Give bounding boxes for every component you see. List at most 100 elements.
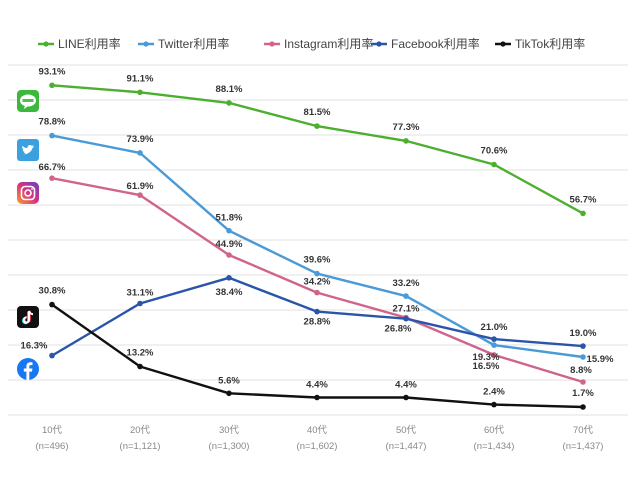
data-point	[314, 289, 320, 296]
data-point	[403, 293, 409, 299]
data-label: 8.8%	[570, 365, 592, 376]
data-point	[403, 138, 409, 144]
data-point	[580, 354, 586, 360]
data-point	[580, 343, 586, 349]
series-group	[49, 82, 586, 217]
x-tick-sublabel: (n=1,121)	[120, 441, 161, 452]
data-label: 4.4%	[395, 380, 417, 391]
facebook-icon	[17, 358, 39, 380]
data-label: 16.3%	[21, 341, 48, 352]
data-point	[314, 308, 320, 315]
data-point	[491, 342, 497, 348]
legend-swatch-marker	[376, 41, 382, 47]
data-point	[580, 404, 586, 410]
data-point	[137, 89, 143, 96]
x-tick-label: 70代	[573, 425, 594, 436]
data-point	[491, 401, 497, 408]
platform-icons	[17, 90, 39, 380]
data-point	[314, 394, 320, 401]
data-point	[49, 301, 55, 308]
data-point	[137, 300, 143, 307]
data-label: 33.2%	[393, 278, 420, 289]
data-point	[49, 175, 55, 181]
data-point	[137, 150, 143, 156]
data-labels: 93.1% 91.1% 88.1% 81.5% 77.3% 70.6% 56.7% 78.8%…	[21, 66, 614, 399]
legend-item: Instagram利用率	[264, 36, 373, 51]
x-tick-label: 60代	[484, 425, 505, 436]
chart-gridlines	[8, 64, 628, 416]
legend-label: Instagram利用率	[284, 36, 373, 51]
data-label: 15.9%	[587, 354, 614, 365]
instagram-icon	[17, 182, 39, 204]
data-label: 13.2%	[127, 348, 154, 359]
data-label: 39.6%	[304, 255, 331, 266]
data-label: 21.0%	[481, 322, 508, 333]
legend-item: TikTok利用率	[495, 36, 585, 51]
legend-swatch-marker	[500, 41, 506, 47]
data-label: 16.5%	[473, 361, 500, 372]
chart-series	[49, 82, 586, 410]
data-label: 4.4%	[306, 380, 328, 391]
data-label: 88.1%	[216, 84, 243, 95]
x-tick-sublabel: (n=1,602)	[297, 441, 338, 452]
data-label: 70.6%	[481, 146, 508, 157]
data-label: 81.5%	[304, 107, 331, 118]
data-label: 2.4%	[483, 387, 505, 398]
data-point	[491, 352, 497, 358]
data-point	[314, 270, 320, 277]
data-label: 56.7%	[570, 194, 597, 205]
legend-label: Twitter利用率	[158, 36, 229, 51]
data-label: 31.1%	[127, 288, 154, 299]
data-label: 91.1%	[127, 73, 154, 84]
x-tick-sublabel: (n=1,434)	[474, 441, 515, 452]
chart-legend: LINE利用率 Twitter利用率 Instagram利用率 Facebook利用率…	[38, 36, 585, 51]
data-point	[403, 315, 409, 322]
line-icon	[17, 90, 39, 112]
x-tick-label: 20代	[130, 425, 151, 436]
data-label: 30.8%	[39, 286, 66, 297]
tiktok-icon	[17, 306, 39, 328]
data-point	[491, 336, 497, 342]
legend-swatch-marker	[43, 41, 49, 47]
data-label: 93.1%	[39, 66, 66, 77]
data-point	[226, 227, 232, 234]
x-tick-label: 40代	[307, 425, 328, 436]
data-point	[226, 390, 232, 397]
data-point	[403, 394, 409, 401]
data-label: 77.3%	[393, 122, 420, 133]
data-point	[137, 363, 143, 370]
legend-swatch-marker	[143, 41, 149, 47]
x-tick-sublabel: (n=1,447)	[386, 441, 427, 452]
data-label: 28.8%	[304, 317, 331, 328]
x-tick-sublabel: (n=1,437)	[563, 441, 604, 452]
data-label: 5.6%	[218, 375, 240, 386]
data-label: 19.0%	[570, 328, 597, 339]
data-label: 66.7%	[39, 162, 66, 173]
x-tick-sublabel: (n=496)	[35, 441, 68, 452]
data-label: 34.2%	[304, 277, 331, 288]
series-group	[49, 301, 586, 410]
series-group	[49, 132, 586, 360]
data-label: 73.9%	[127, 134, 154, 145]
data-point	[491, 161, 497, 168]
data-label: 1.7%	[572, 388, 594, 399]
data-point	[49, 352, 55, 359]
legend-label: LINE利用率	[58, 36, 121, 51]
legend-item: Facebook利用率	[371, 36, 480, 51]
data-point	[580, 379, 586, 385]
x-tick-label: 50代	[396, 425, 417, 436]
legend-item: Twitter利用率	[138, 36, 229, 51]
data-label: 44.9%	[216, 239, 243, 250]
x-tick-label: 10代	[42, 425, 63, 436]
data-point	[580, 210, 586, 217]
legend-swatch-marker	[269, 41, 275, 47]
data-label: 61.9%	[127, 181, 154, 192]
data-label: 78.8%	[39, 117, 66, 128]
legend-label: TikTok利用率	[515, 36, 585, 51]
data-point	[49, 132, 55, 139]
data-point	[226, 100, 232, 106]
twitter-icon	[17, 139, 39, 161]
data-label: 38.4%	[216, 287, 243, 298]
legend-label: Facebook利用率	[391, 36, 480, 51]
